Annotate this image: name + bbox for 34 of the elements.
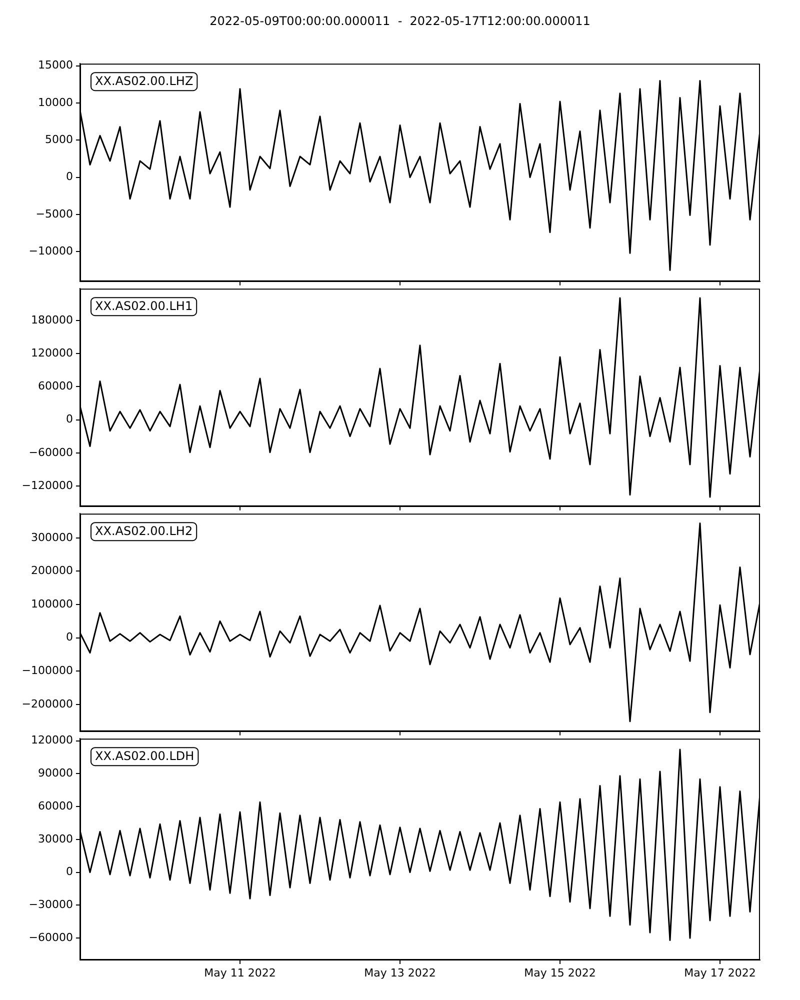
y-tick-label: 10000 bbox=[38, 96, 73, 109]
y-tick-label: 0 bbox=[66, 170, 73, 184]
y-tick-label: 120000 bbox=[31, 734, 73, 747]
chart-title: 2022-05-09T00:00:00.000011 - 2022-05-17T12:00:00.000011 bbox=[208, 13, 592, 30]
annotation: XX.AS02.00.LH2 bbox=[95, 524, 193, 538]
y-tick-label: 60000 bbox=[38, 380, 73, 393]
annotation: XX.AS02.00.LHZ bbox=[95, 74, 194, 88]
y-tick-label: −100000 bbox=[22, 664, 73, 677]
y-tick-label: 0 bbox=[66, 865, 73, 878]
y-tick-label: −60000 bbox=[28, 930, 73, 944]
x-tick-label: May 11 2022 bbox=[204, 966, 276, 980]
y-tick-label: 120000 bbox=[31, 346, 73, 360]
y-tick-label: −200000 bbox=[22, 697, 73, 710]
y-tick-label: −60000 bbox=[28, 446, 73, 459]
y-tick-label: 200000 bbox=[31, 564, 73, 578]
y-tick-label: −30000 bbox=[28, 898, 73, 912]
annotation: XX.AS02.00.LDH bbox=[95, 749, 194, 764]
y-tick-label: −10000 bbox=[28, 244, 73, 258]
y-tick-label: 300000 bbox=[31, 530, 73, 544]
y-tick-label: 5000 bbox=[45, 133, 73, 146]
y-tick-label: 180000 bbox=[31, 313, 73, 326]
y-tick-label: −120000 bbox=[22, 478, 73, 492]
y-tick-label: −5000 bbox=[36, 207, 73, 220]
y-tick-label: 0 bbox=[66, 630, 73, 644]
x-tick-label: May 13 2022 bbox=[364, 966, 436, 980]
x-tick-label: May 17 2022 bbox=[684, 966, 756, 980]
y-tick-label: 100000 bbox=[31, 597, 73, 610]
y-tick-label: 30000 bbox=[38, 832, 73, 846]
y-tick-label: 0 bbox=[66, 412, 73, 426]
y-tick-label: 15000 bbox=[38, 58, 73, 72]
annotation: XX.AS02.00.LH1 bbox=[95, 299, 193, 314]
y-tick-label: 60000 bbox=[38, 799, 73, 812]
y-tick-label: 90000 bbox=[38, 766, 73, 780]
x-tick-label: May 15 2022 bbox=[524, 966, 596, 980]
